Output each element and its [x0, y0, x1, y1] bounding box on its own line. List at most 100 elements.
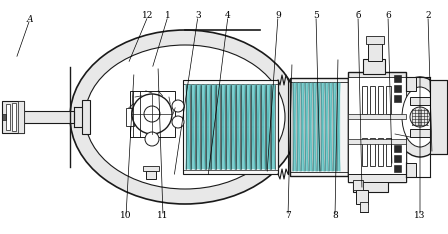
Bar: [2, 114, 6, 120]
Bar: [394, 85, 401, 92]
Bar: [301, 83, 304, 171]
Bar: [191, 85, 195, 169]
Bar: [231, 85, 235, 169]
Bar: [370, 86, 375, 114]
Bar: [378, 86, 383, 114]
Bar: [329, 83, 332, 171]
Text: A: A: [27, 15, 33, 23]
Ellipse shape: [85, 45, 285, 189]
Bar: [241, 85, 245, 169]
Bar: [206, 85, 210, 169]
Bar: [394, 95, 401, 102]
Bar: [146, 171, 156, 179]
Circle shape: [172, 116, 184, 128]
Bar: [394, 145, 401, 152]
Bar: [366, 36, 384, 44]
Bar: [256, 85, 260, 169]
Bar: [394, 75, 401, 82]
Bar: [266, 85, 270, 169]
Text: б: б: [355, 11, 361, 21]
Bar: [236, 85, 240, 169]
Bar: [183, 80, 278, 174]
Bar: [271, 85, 275, 169]
Bar: [368, 41, 382, 61]
Bar: [251, 85, 255, 169]
Bar: [130, 91, 175, 137]
Bar: [430, 80, 447, 154]
Bar: [410, 129, 430, 137]
Bar: [406, 77, 416, 91]
Bar: [378, 138, 383, 166]
Bar: [126, 108, 134, 126]
Bar: [362, 86, 367, 114]
Bar: [196, 85, 200, 169]
Bar: [321, 83, 324, 171]
Text: 4: 4: [225, 11, 231, 21]
Bar: [246, 85, 250, 169]
Bar: [12, 103, 16, 131]
Text: 2: 2: [425, 11, 431, 21]
Bar: [406, 163, 416, 177]
Bar: [353, 180, 363, 190]
Bar: [2, 101, 24, 133]
Bar: [18, 101, 24, 133]
Text: 9: 9: [275, 11, 281, 21]
Bar: [186, 85, 190, 169]
Circle shape: [145, 132, 159, 146]
Text: 11: 11: [157, 212, 169, 220]
Bar: [297, 83, 300, 171]
Bar: [216, 85, 220, 169]
Bar: [348, 139, 406, 144]
Bar: [201, 85, 205, 169]
Text: 3: 3: [195, 11, 201, 21]
Bar: [337, 83, 340, 171]
Bar: [394, 155, 401, 162]
Ellipse shape: [393, 77, 447, 157]
Bar: [362, 138, 367, 166]
Bar: [394, 165, 401, 172]
Bar: [386, 138, 391, 166]
Text: 13: 13: [414, 212, 426, 220]
Bar: [348, 77, 406, 177]
Bar: [183, 84, 278, 170]
Bar: [333, 83, 336, 171]
Circle shape: [172, 100, 184, 112]
Bar: [317, 83, 320, 171]
Bar: [348, 174, 406, 182]
Bar: [363, 59, 385, 74]
Bar: [211, 85, 215, 169]
Bar: [82, 100, 90, 134]
Bar: [313, 83, 316, 171]
Text: 12: 12: [142, 11, 154, 21]
Bar: [386, 86, 391, 114]
Bar: [143, 166, 159, 171]
Circle shape: [144, 106, 160, 122]
Bar: [353, 180, 388, 192]
Bar: [309, 83, 312, 171]
Bar: [356, 190, 368, 204]
Bar: [410, 97, 430, 105]
Text: 8: 8: [332, 212, 338, 220]
Bar: [290, 82, 348, 172]
Bar: [24, 111, 74, 123]
Bar: [305, 83, 308, 171]
Bar: [290, 78, 348, 176]
Bar: [293, 83, 296, 171]
Bar: [6, 104, 10, 130]
Text: 10: 10: [120, 212, 132, 220]
Circle shape: [132, 94, 172, 134]
Text: 1: 1: [165, 11, 171, 21]
Circle shape: [410, 107, 430, 127]
Text: 7: 7: [285, 212, 291, 220]
Ellipse shape: [70, 30, 300, 204]
Text: 5: 5: [313, 11, 319, 21]
Bar: [348, 72, 406, 182]
Bar: [360, 202, 368, 212]
Ellipse shape: [402, 87, 438, 147]
Bar: [261, 85, 265, 169]
Bar: [325, 83, 328, 171]
Text: 6: 6: [385, 11, 391, 21]
Bar: [221, 85, 225, 169]
Bar: [370, 138, 375, 166]
Bar: [348, 114, 406, 119]
